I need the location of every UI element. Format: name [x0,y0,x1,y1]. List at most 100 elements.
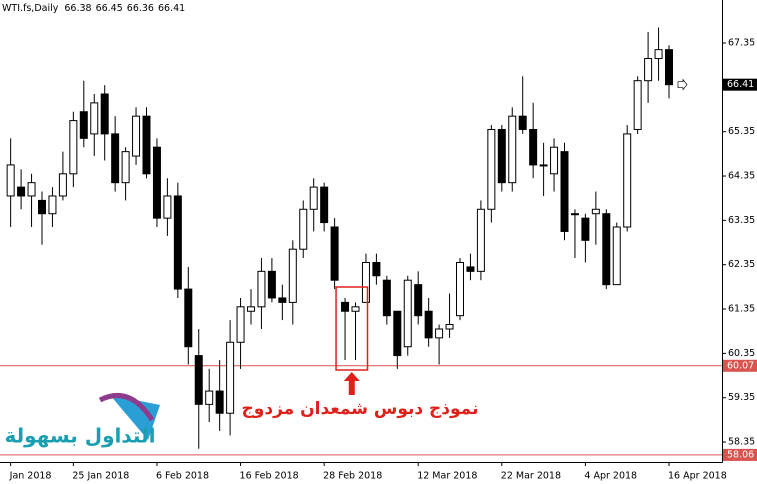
candle-body [403,279,412,348]
candle-body [372,261,381,277]
ohlc: 66.41 [158,3,185,14]
candle-body [152,146,161,219]
candle-body [633,80,642,130]
candle-body [351,306,360,312]
candle-body [330,226,339,281]
candle-body [382,279,391,317]
logo-swoosh [98,393,155,422]
candle-body [184,288,193,348]
x-tick-label: Jan 2018 [9,471,52,482]
candle-body [665,49,673,86]
x-tick-label: 28 Feb 2018 [323,471,382,482]
candle-body [529,128,538,166]
x-tick-label: 16 Apr 2018 [668,471,727,482]
candle-body [288,248,297,303]
candle-body [361,261,370,303]
candle-body [654,49,663,60]
price-label-box [723,448,757,461]
x-tick-label: 16 Feb 2018 [240,471,299,482]
candle-body [163,195,172,219]
candle-body [466,266,475,272]
y-tick-label: 67.35 [728,38,755,49]
candle-body [142,115,151,175]
y-tick-label: 62.35 [728,259,755,270]
x-tick-label: 12 Mar 2018 [417,471,477,482]
candle-body [414,284,423,317]
ohlc: 66.38 [64,3,91,14]
candle-body [194,355,203,405]
y-tick-label: 61.35 [728,304,755,315]
annotation-text: نموذج دبوس شمعدان مزدوج [242,399,479,419]
price-label: 60.07 [727,360,754,371]
candle-body [6,164,15,197]
x-tick-label: 22 Mar 2018 [501,471,561,482]
candle-body [17,186,26,197]
candle-body [299,208,308,250]
y-tick-label: 63.35 [728,215,755,226]
candle-body [497,128,506,184]
candle-body [90,102,99,135]
candle-body [226,341,235,414]
x-tick-label: 4 Apr 2018 [584,471,637,482]
candle-body [79,111,88,139]
price-label: 58.06 [727,449,754,460]
candle-body [236,306,245,343]
candle-body [581,217,590,241]
last-price-label: 66.41 [727,79,754,90]
annotation-arrow [343,372,360,395]
candle-body [487,128,496,210]
candle-body [476,208,485,272]
candle-body [111,133,120,184]
candle-body [320,186,329,224]
candle-body [173,195,182,290]
x-tick-label: 6 Feb 2018 [156,471,209,482]
candle-body [623,133,632,228]
candle-body [132,115,141,157]
candle-body [257,270,266,308]
y-tick-label: 58.35 [728,437,755,448]
candle-body [591,208,600,215]
logo [98,393,160,440]
candle-body [341,301,350,312]
logo-text: التداول بسهولة [5,424,156,448]
price-label-box [723,359,757,372]
candle-body [48,195,57,215]
y-tick-label: 65.35 [728,126,755,137]
candle-body [570,213,579,216]
candle-body [205,390,214,405]
candle-body [550,146,559,175]
candle-body [27,182,36,197]
candle-body [644,58,653,82]
price-arrow-icon [677,78,688,91]
candle-body [518,115,527,130]
candle-body [100,93,109,135]
y-tick-label: 64.35 [728,171,755,182]
candle-body [602,213,611,286]
ohlc: 66.36 [127,3,154,14]
candle-body [58,173,67,197]
chart-header: WTI.fs,Daily 66.38 66.45 66.36 66.41 [2,3,185,14]
ohlc: 66.45 [96,3,123,14]
candle-body [267,270,276,299]
candle-body [393,310,402,357]
candle-body [539,164,548,167]
candle-body [215,390,224,414]
symbol: WTI.fs,Daily [2,3,59,14]
candle-body [456,261,464,317]
highlight-box [335,286,369,371]
candle-body [38,199,46,215]
candle-body [435,328,444,339]
candle-body [247,306,255,312]
candle-body [612,226,621,286]
logo-shape [110,395,160,440]
candle-body [508,115,517,184]
candle-body [445,324,454,330]
candle-body [69,120,78,175]
last-price-box [723,78,757,91]
candle-body [121,151,130,184]
candle-body [278,297,287,303]
y-tick-label: 60.35 [728,348,755,359]
y-tick-label: 59.35 [728,392,755,403]
candle-body [560,151,569,232]
